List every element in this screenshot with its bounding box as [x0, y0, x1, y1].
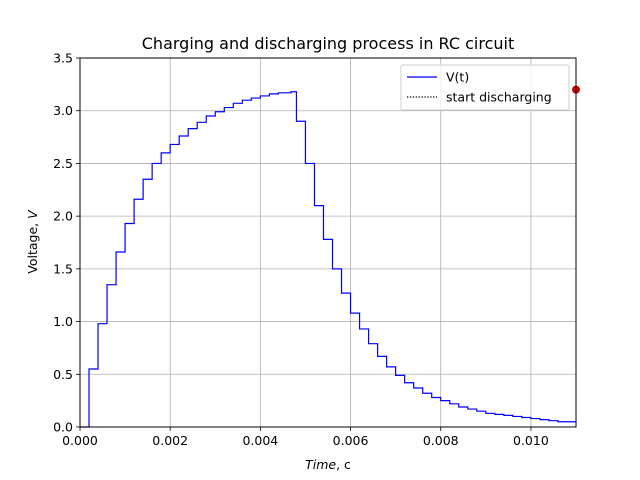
- x-tick-label: 0.006: [333, 433, 369, 448]
- legend-label-vt: V(t): [446, 70, 469, 85]
- y-tick-label: 3.5: [53, 51, 73, 66]
- x-axis-label: Time, c: [305, 457, 351, 472]
- y-tick-label: 2.5: [53, 156, 73, 171]
- y-tick-label: 1.5: [53, 261, 73, 276]
- y-tick-label: 0.5: [53, 367, 73, 382]
- x-tick-label: 0.002: [152, 433, 188, 448]
- x-axis-label-main: Time: [305, 457, 336, 472]
- legend-label-start-discharging: start discharging: [446, 90, 552, 105]
- x-tick-label: 0.008: [423, 433, 459, 448]
- x-tick-label: 0.000: [62, 433, 98, 448]
- x-axis-ticks: 0.000 0.002 0.004 0.006 0.008 0.010: [62, 427, 549, 448]
- series-line-vt: [80, 91, 577, 428]
- y-axis-label-main: Voltage,: [25, 219, 40, 274]
- plot-frame: [79, 57, 577, 428]
- legend-box: [400, 64, 570, 111]
- y-axis-ticks: 0.0 0.5 1.0 1.5 2.0 2.5 3.0 3.5: [53, 51, 80, 435]
- series-layer: [80, 91, 577, 428]
- x-axis-label-unit: , c: [336, 457, 351, 472]
- y-tick-label: 2.0: [53, 209, 73, 224]
- y-axis-label: Voltage, V: [25, 209, 40, 274]
- y-tick-label: 1.0: [53, 314, 73, 329]
- x-tick-label: 0.004: [242, 433, 278, 448]
- y-tick-label: 3.0: [53, 103, 73, 118]
- x-tick-label: 0.010: [513, 433, 549, 448]
- legend: V(t) start discharging: [400, 64, 570, 111]
- plot-area: [80, 58, 576, 427]
- y-tick-label: 0.0: [53, 420, 73, 435]
- y-axis-label-var: V: [25, 209, 40, 219]
- chart-title: Charging and discharging process in RC c…: [142, 34, 515, 53]
